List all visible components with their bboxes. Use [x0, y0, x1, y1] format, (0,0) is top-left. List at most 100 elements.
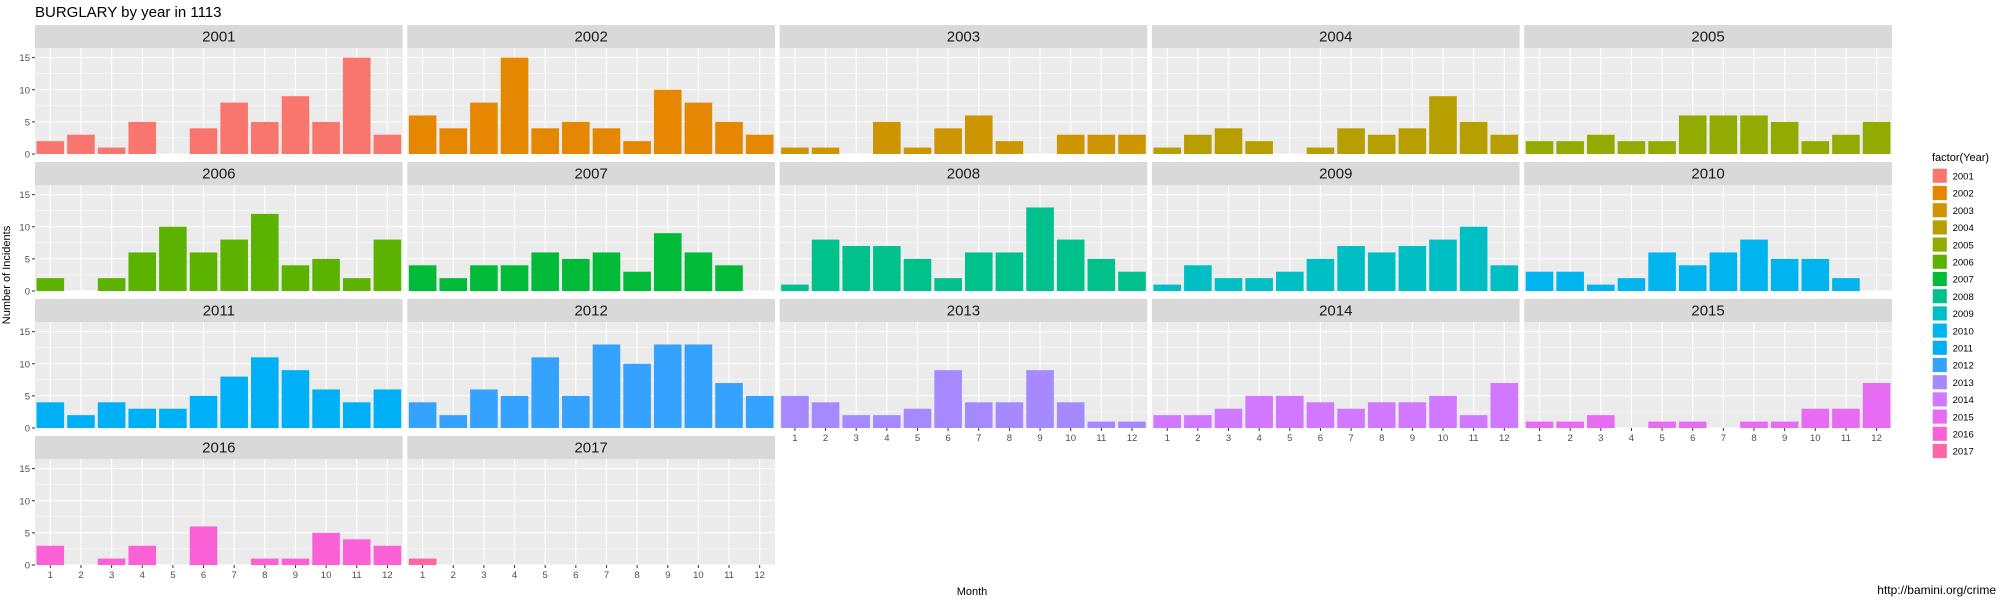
legend-swatch-2012: [1932, 358, 1947, 372]
bar-2016-month-6: [189, 526, 218, 565]
y-tick-label: 10: [19, 85, 30, 96]
bar-2012-month-6: [562, 395, 590, 428]
y-tick-label: 15: [19, 327, 30, 338]
bar-2006-month-9: [281, 265, 310, 291]
x-tick-label: 1: [420, 570, 425, 581]
bar-2014-month-3: [1214, 408, 1243, 428]
legend-swatch-2002: [1932, 186, 1947, 200]
panel-background: [407, 48, 775, 154]
x-tick-label: 7: [1348, 433, 1353, 444]
legend-swatch-2005: [1932, 237, 1947, 252]
bar-2008-month-6: [934, 278, 962, 291]
y-tick-label: 0: [25, 561, 30, 572]
bar-2012-month-2: [439, 415, 468, 428]
facet-strip: [1151, 299, 1520, 322]
bar-2005-month-5: [1648, 141, 1676, 154]
legend-swatch-2008: [1932, 289, 1947, 304]
y-tick-label: 0: [25, 287, 30, 298]
facet-strip-label: 2005: [1691, 29, 1724, 46]
bar-2015-month-2: [1556, 421, 1584, 428]
x-tick-label: 2: [1568, 433, 1573, 444]
bar-2006-month-12: [373, 239, 402, 291]
facet-strip-label: 2013: [947, 303, 980, 320]
panel-background: [407, 459, 775, 565]
facet-panel-2010: 2010: [1524, 162, 1892, 292]
facet-strip-label: 2002: [574, 29, 607, 46]
bar-2002-month-5: [531, 128, 559, 154]
facet-panel-2012: 2012: [407, 299, 775, 429]
bar-2002-month-9: [653, 89, 682, 154]
bar-2008-month-12: [1118, 271, 1146, 291]
bar-2002-month-1: [408, 115, 437, 154]
x-tick-label: 6: [1318, 433, 1323, 444]
legend-label-2008: 2008: [1953, 292, 1974, 303]
facet-strip-label: 2008: [947, 166, 980, 183]
panel-background: [1151, 48, 1520, 154]
legend-swatch-2003: [1932, 203, 1947, 218]
bar-2011-month-9: [281, 370, 310, 428]
bar-2004-month-9: [1398, 128, 1427, 154]
bar-2011-month-10: [312, 389, 340, 428]
x-tick-label: 7: [1721, 433, 1726, 444]
x-tick-label: 2: [78, 570, 83, 581]
bar-2001-month-8: [251, 121, 279, 154]
facet-strip-label: 2014: [1319, 303, 1352, 320]
legend-swatch-2006: [1932, 254, 1947, 269]
bar-2005-month-10: [1801, 141, 1830, 154]
bar-2009-month-12: [1490, 265, 1519, 291]
x-tick-label: 4: [512, 570, 517, 581]
bar-2003-month-11: [1087, 134, 1116, 154]
panel-background: [407, 322, 775, 428]
panel-background: [35, 459, 403, 565]
x-tick-label: 2: [451, 570, 456, 581]
caption: http://bamini.org/crime: [1877, 583, 1996, 597]
bar-2016-month-12: [373, 545, 402, 565]
x-tick-label: 5: [543, 570, 548, 581]
bar-2011-month-6: [189, 395, 218, 428]
bar-2001-month-9: [281, 96, 310, 154]
bar-2001-month-12: [373, 134, 402, 154]
facet-panel-2002: 2002: [407, 25, 775, 155]
bar-2016-month-3: [97, 558, 126, 565]
bar-2002-month-2: [439, 128, 468, 154]
facet-strip-label: 2003: [947, 29, 980, 46]
bar-2005-month-9: [1770, 121, 1799, 154]
bar-2007-month-1: [408, 265, 437, 291]
panel-background: [35, 48, 403, 154]
panel-background: [407, 185, 775, 291]
bar-2007-month-10: [684, 252, 713, 291]
bar-2004-month-1: [1153, 147, 1182, 154]
bar-2011-month-1: [36, 402, 65, 428]
bar-2007-month-5: [531, 252, 559, 291]
bar-2013-month-9: [1026, 370, 1054, 428]
bar-2005-month-12: [1862, 121, 1891, 154]
bar-2010-month-2: [1556, 271, 1584, 291]
x-tick-label: 6: [573, 570, 578, 581]
bar-2006-month-11: [342, 278, 371, 291]
legend-label-2016: 2016: [1953, 430, 1974, 441]
bar-2005-month-3: [1587, 134, 1615, 154]
panel-background: [35, 322, 403, 428]
bar-2013-month-2: [811, 402, 840, 428]
facet-strip: [407, 436, 775, 459]
x-tick-label: 12: [754, 570, 765, 581]
legend-label-2017: 2017: [1953, 447, 1974, 458]
bar-2015-month-5: [1648, 421, 1676, 428]
x-tick-label: 8: [1007, 433, 1012, 444]
bar-2013-month-5: [903, 408, 932, 428]
legend-label-2011: 2011: [1953, 344, 1973, 355]
legend-label-2009: 2009: [1953, 309, 1974, 320]
y-tick-label: 5: [25, 391, 30, 402]
facet-strip: [779, 25, 1148, 48]
bar-2013-month-12: [1118, 421, 1146, 428]
bar-2012-month-11: [715, 383, 743, 428]
bar-2010-month-1: [1525, 271, 1554, 291]
x-tick-label: 10: [321, 570, 332, 581]
bar-2015-month-3: [1587, 415, 1615, 428]
facet-strip: [35, 25, 403, 48]
bar-2014-month-10: [1429, 395, 1457, 428]
bar-2007-month-8: [623, 271, 651, 291]
x-tick-label: 8: [634, 570, 639, 581]
bar-2002-month-3: [470, 102, 498, 154]
